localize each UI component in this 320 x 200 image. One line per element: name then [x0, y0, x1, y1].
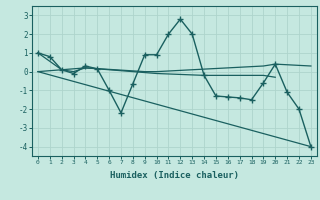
X-axis label: Humidex (Indice chaleur): Humidex (Indice chaleur): [110, 171, 239, 180]
